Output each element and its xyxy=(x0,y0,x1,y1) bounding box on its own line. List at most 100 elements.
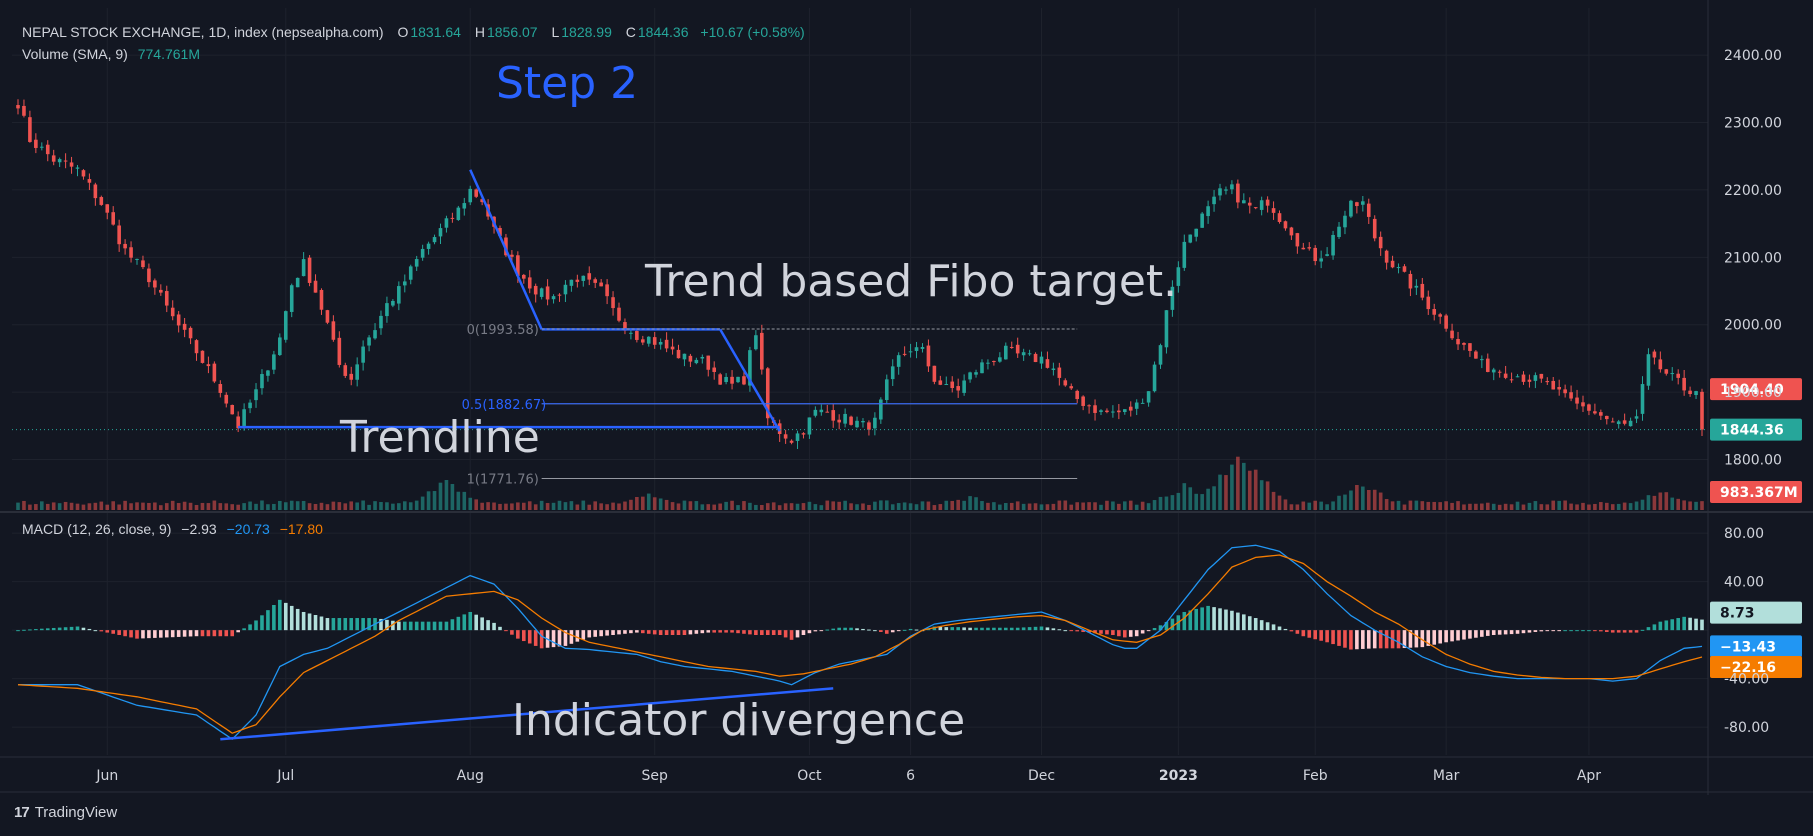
candle-body xyxy=(254,389,258,401)
macd-histogram-bar xyxy=(1134,630,1139,637)
volume-bar xyxy=(385,502,389,510)
candle-body xyxy=(599,282,603,287)
candle-body xyxy=(956,386,960,391)
candle-body xyxy=(1545,381,1550,383)
candle-body xyxy=(468,188,473,203)
candle-body xyxy=(1355,202,1359,207)
volume-bar xyxy=(670,502,675,510)
macd-histogram-bar xyxy=(444,621,449,631)
candle-body xyxy=(397,286,401,304)
macd-histogram-bar xyxy=(1081,630,1085,632)
macd-histogram-bar xyxy=(200,630,205,637)
volume-bar xyxy=(974,497,978,510)
candle-body xyxy=(1105,410,1109,413)
volume-bar xyxy=(1355,484,1359,510)
macd-histogram-bar xyxy=(629,630,633,634)
candle-body xyxy=(1622,420,1627,424)
volume-bar xyxy=(890,504,895,510)
macd-histogram-bar xyxy=(783,630,788,638)
candle-body xyxy=(1616,421,1621,425)
candle-body xyxy=(1503,373,1508,378)
macd-histogram-bar xyxy=(998,627,1002,631)
volume-bar xyxy=(926,501,931,510)
candle-body xyxy=(1277,213,1282,222)
candle-body xyxy=(837,419,841,423)
macd-histogram-bar xyxy=(944,627,949,631)
macd-histogram-bar xyxy=(1164,621,1169,631)
volume-bar xyxy=(1438,502,1442,510)
candle-body xyxy=(260,374,264,389)
macd-histogram-bar xyxy=(325,618,330,631)
candle-body xyxy=(1075,390,1079,400)
last-price-badge-bg xyxy=(1710,378,1802,401)
macd-histogram-bar xyxy=(611,630,615,635)
candle-body xyxy=(343,365,348,376)
candle-body xyxy=(730,376,734,384)
volume-bar xyxy=(87,503,92,510)
drawings[interactable] xyxy=(220,169,1078,741)
macd-histogram-bar xyxy=(605,630,609,636)
volume-bar xyxy=(1503,503,1508,510)
tradingview-brand: TradingView xyxy=(34,804,118,821)
macd-histogram-bar xyxy=(170,630,175,638)
candle-body xyxy=(1117,410,1121,413)
candle-body xyxy=(1509,379,1514,381)
volume-bar xyxy=(1200,494,1204,510)
volume-bar xyxy=(420,496,425,510)
volume-bar xyxy=(1569,503,1573,510)
volume-bar xyxy=(1093,502,1097,510)
time-tick-label: Oct xyxy=(797,768,822,784)
volume-bar xyxy=(1533,501,1538,510)
volume-bar xyxy=(1164,496,1169,510)
candle-body xyxy=(1533,375,1538,381)
macd-legend[interactable]: MACD (12, 26, close, 9) −2.93 −20.73 −17… xyxy=(22,521,323,537)
candle-body xyxy=(28,117,32,142)
candle-body xyxy=(1027,353,1032,355)
volume-bar xyxy=(224,503,229,510)
time-tick-label: Dec xyxy=(1028,768,1055,784)
volume-bar xyxy=(1670,497,1675,510)
tradingview-footer[interactable]: 17 TradingView xyxy=(14,804,117,821)
signal-line xyxy=(17,554,1703,734)
volume-bar xyxy=(1182,483,1187,510)
candle-body xyxy=(795,433,800,441)
macd-histogram-bar xyxy=(379,618,383,631)
macd-lines xyxy=(17,544,1703,741)
candle-body xyxy=(1366,203,1371,217)
volume-bar xyxy=(337,502,342,510)
volume-bar xyxy=(117,504,121,510)
volume-legend[interactable]: Volume (SMA, 9) 774.761M xyxy=(22,46,200,62)
macd-tick-label: 80.00 xyxy=(1724,526,1764,542)
volume-bar xyxy=(635,496,639,510)
volume-bar xyxy=(391,503,395,510)
macd-histogram-bar xyxy=(1503,630,1508,635)
volume-bar xyxy=(795,503,800,510)
macd-histogram-bar xyxy=(1069,630,1074,632)
volume-bar xyxy=(343,503,348,510)
volume-bar xyxy=(1616,503,1621,510)
macd-histogram-bar xyxy=(349,618,354,631)
macd-histogram-bar xyxy=(408,621,413,631)
volume-bar xyxy=(730,500,734,510)
volume-last-badge: 983.367M xyxy=(1720,485,1798,501)
volume-bar xyxy=(141,502,145,510)
candle-body xyxy=(718,374,722,385)
macd-histogram-bar xyxy=(1259,620,1264,631)
macd-histogram-bar xyxy=(1610,630,1615,633)
candle-body xyxy=(1587,404,1591,411)
volume-bar xyxy=(1462,504,1466,510)
macd-label: MACD (12, 26, close, 9) xyxy=(22,521,172,537)
candlesticks xyxy=(16,99,1704,450)
macd-histogram-bar xyxy=(635,630,639,633)
fibo-leg-3 xyxy=(719,328,781,432)
macd-histogram-bar xyxy=(938,626,943,631)
volume-bar xyxy=(1319,501,1323,510)
macd-histogram-bar xyxy=(1063,630,1068,632)
symbol-legend[interactable]: NEPAL STOCK EXCHANGE, 1D, index (nepseal… xyxy=(22,24,805,40)
volume-bar xyxy=(57,503,62,510)
macd-histogram-bar xyxy=(164,630,169,638)
macd-histogram-bar xyxy=(694,630,699,634)
